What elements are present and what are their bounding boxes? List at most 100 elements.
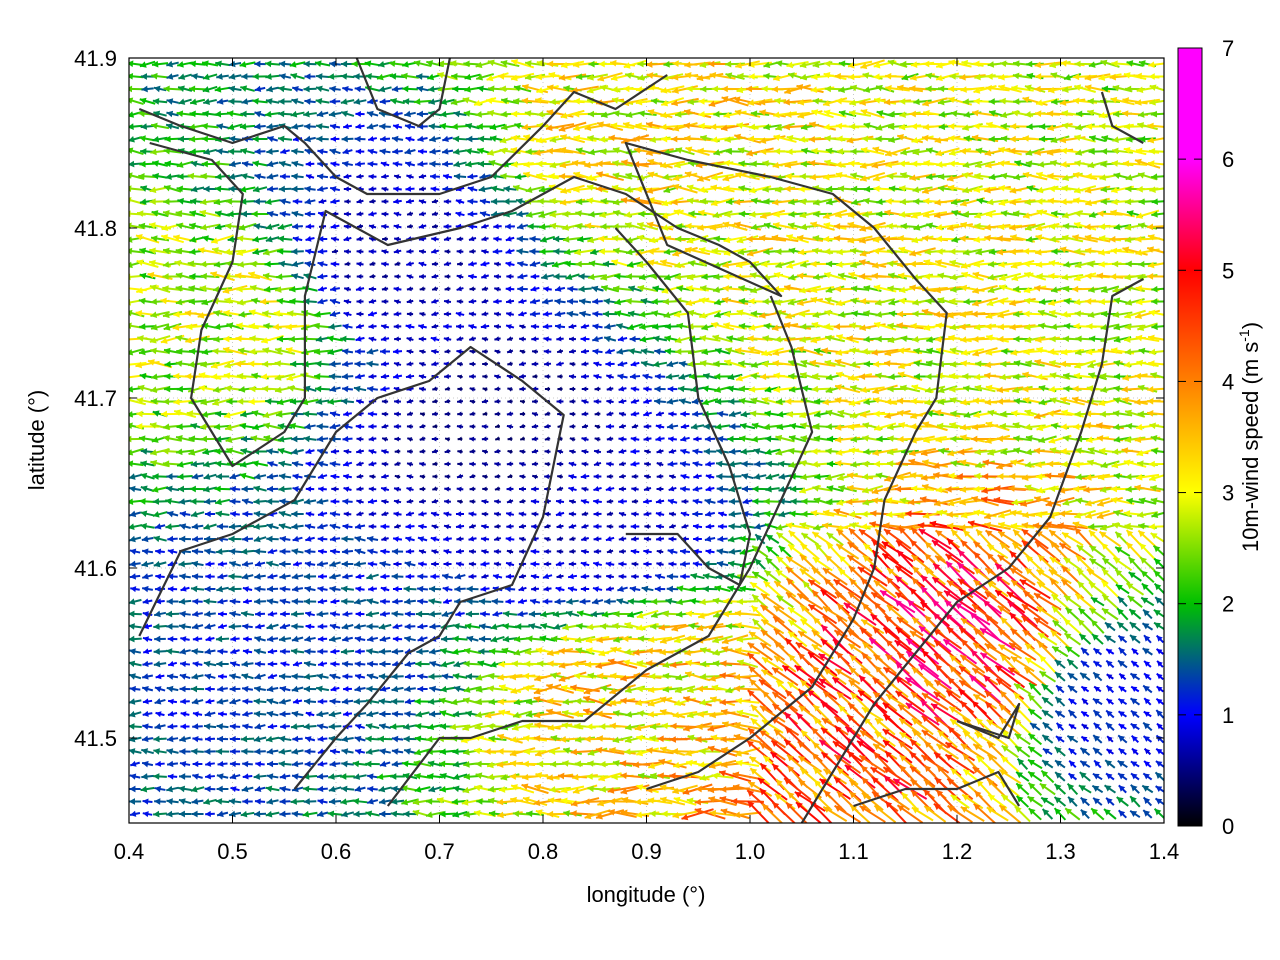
wind-arrow [439,710,456,718]
wind-arrow [341,560,354,568]
wind-arrow [393,411,402,417]
wind-arrow [391,698,404,705]
wind-arrow [1077,618,1093,635]
wind-arrow [666,573,679,580]
wind-arrow [316,435,329,443]
wind-arrow [317,648,328,655]
wind-arrow [402,85,418,93]
wind-arrow [1148,460,1164,468]
wind-arrow [303,498,317,505]
wind-arrow [859,159,886,169]
wind-arrow [1111,160,1134,167]
wind-arrow [204,735,216,743]
wind-arrow [305,623,315,630]
wind-arrow [179,573,191,580]
wind-arrow [707,722,738,732]
wind-arrow [340,98,355,105]
wind-arrow [648,235,672,244]
wind-arrow [555,510,565,517]
wind-arrow [391,548,404,555]
wind-arrow [129,172,145,180]
wind-arrow [482,486,488,492]
wind-arrow [155,548,165,555]
wind-arrow [950,198,970,206]
wind-arrow [647,109,673,119]
wind-arrow [466,585,479,593]
wind-arrow [481,286,489,292]
wind-arrow [723,235,747,244]
wind-arrow [191,473,204,480]
wind-arrow [428,710,442,718]
wind-arrow [328,373,342,380]
wind-arrow [524,73,546,81]
wind-arrow [166,748,179,755]
wind-arrow [317,798,328,805]
wind-arrow [391,85,404,93]
wind-arrow [578,285,592,293]
wind-arrow [456,536,464,542]
wind-arrow [884,615,911,638]
wind-arrow [554,310,566,318]
wind-arrow [493,311,502,317]
wind-arrow [662,173,683,181]
wind-arrow [562,236,583,243]
wind-arrow [1146,273,1164,280]
wind-arrow [303,660,317,668]
wind-arrow [1009,223,1036,231]
wind-arrow [747,346,773,356]
wind-arrow [1114,546,1131,557]
wind-arrow [493,374,502,380]
wind-arrow [521,83,549,94]
wind-arrow [506,523,514,530]
wind-arrow [278,160,292,168]
wind-arrow [394,448,401,454]
wind-arrow [266,710,279,718]
wind-arrow [530,573,540,580]
wind-arrow [279,698,291,705]
wind-arrow [568,473,577,480]
wind-arrow [354,135,366,143]
wind-arrow [457,499,463,505]
wind-arrow [871,160,899,169]
wind-arrow [722,172,748,182]
wind-arrow [736,659,759,669]
wind-arrow [355,323,365,329]
wind-arrow [279,773,291,780]
wind-arrow [714,423,731,431]
wind-arrow [453,173,467,180]
wind-arrow [229,723,241,730]
wind-arrow [280,148,290,155]
wind-arrow [242,798,253,805]
wind-arrow [546,147,574,155]
wind-arrow [1105,709,1115,719]
wind-arrow [468,336,477,342]
wind-arrow [1080,796,1090,807]
wind-arrow [638,110,657,118]
wind-arrow [1151,285,1164,293]
wind-arrow [369,198,376,204]
wind-arrow [191,73,204,80]
wind-arrow [228,98,242,105]
wind-arrow [264,260,281,268]
wind-arrow [276,273,294,281]
wind-arrow [343,511,352,517]
wind-arrow [556,398,564,405]
wind-arrow [606,411,614,417]
wind-arrow [505,248,515,255]
wind-arrow [797,248,823,256]
wind-arrow [1104,634,1116,644]
wind-arrow [525,185,545,194]
wind-arrow [342,523,353,530]
wind-arrow [267,648,278,655]
wind-arrow [639,335,656,343]
wind-arrow [603,335,617,343]
wind-arrow [391,135,404,143]
wind-arrow [278,60,292,68]
wind-arrow [406,461,414,467]
wind-arrow [178,623,192,630]
wind-arrow [1098,248,1122,256]
wind-arrow [1134,158,1161,169]
wind-arrow [679,560,691,568]
wind-arrow [444,423,451,429]
wind-arrow [279,798,291,805]
